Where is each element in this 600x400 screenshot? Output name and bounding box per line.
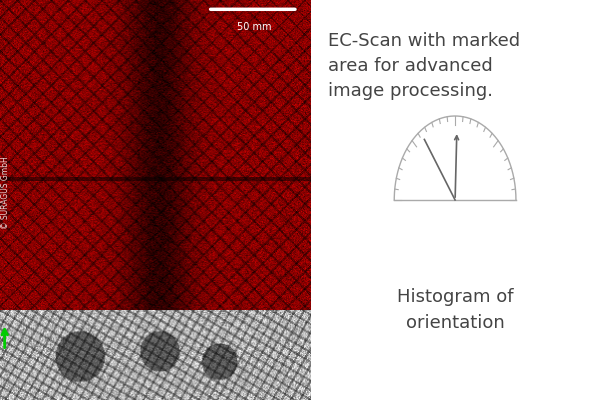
Text: © SURAGUS GmbH: © SURAGUS GmbH [1, 156, 10, 228]
Text: Histogram of
orientation: Histogram of orientation [397, 288, 514, 332]
Text: EC-Scan with marked
area for advanced
image processing.: EC-Scan with marked area for advanced im… [328, 32, 520, 100]
Text: 50 mm: 50 mm [237, 22, 272, 32]
